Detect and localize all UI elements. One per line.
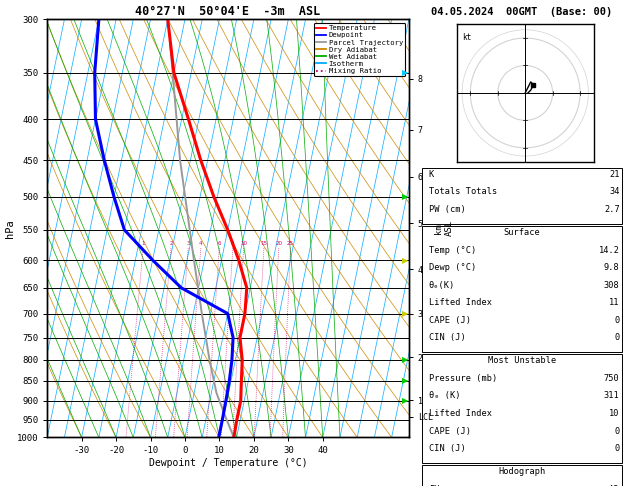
Text: EH: EH (429, 485, 439, 486)
Bar (423, 168, 621, 224)
Text: 4: 4 (199, 241, 203, 246)
Text: 11: 11 (609, 298, 620, 307)
Text: ▶: ▶ (403, 396, 409, 405)
Text: θₑ (K): θₑ (K) (429, 391, 460, 400)
Text: 3: 3 (186, 241, 190, 246)
Text: CIN (J): CIN (J) (429, 333, 465, 342)
Text: 21: 21 (609, 170, 620, 179)
Text: Surface: Surface (504, 228, 540, 237)
Text: 20: 20 (276, 241, 282, 246)
Text: ▶: ▶ (403, 192, 409, 201)
Text: Most Unstable: Most Unstable (488, 356, 556, 365)
Text: 0: 0 (615, 316, 620, 325)
Text: K: K (429, 170, 434, 179)
Text: 2.7: 2.7 (604, 205, 620, 214)
Title: 40°27'N  50°04'E  -3m  ASL: 40°27'N 50°04'E -3m ASL (135, 5, 321, 18)
Text: ▶: ▶ (403, 377, 409, 385)
Text: 15: 15 (260, 241, 267, 246)
Text: ▶: ▶ (403, 69, 409, 77)
Text: Totals Totals: Totals Totals (429, 188, 497, 196)
Bar (423, 226, 621, 352)
Text: Lifted Index: Lifted Index (429, 409, 492, 418)
Y-axis label: hPa: hPa (5, 219, 15, 238)
Text: PW (cm): PW (cm) (429, 205, 465, 214)
Text: 1: 1 (142, 241, 145, 246)
Text: 25: 25 (287, 241, 294, 246)
Text: 308: 308 (604, 281, 620, 290)
Text: Dewp (°C): Dewp (°C) (429, 263, 476, 272)
Text: -42: -42 (604, 485, 620, 486)
Text: ▶: ▶ (403, 355, 409, 364)
Text: Lifted Index: Lifted Index (429, 298, 492, 307)
Text: 0: 0 (615, 333, 620, 342)
Text: 10: 10 (240, 241, 247, 246)
Text: θₑ(K): θₑ(K) (429, 281, 455, 290)
Text: ▶: ▶ (403, 256, 409, 264)
Text: CAPE (J): CAPE (J) (429, 316, 470, 325)
Text: 0: 0 (615, 444, 620, 453)
Text: 10: 10 (609, 409, 620, 418)
Text: 750: 750 (604, 374, 620, 383)
Text: 34: 34 (609, 188, 620, 196)
Text: CAPE (J): CAPE (J) (429, 427, 470, 435)
Text: kt: kt (462, 33, 471, 41)
Text: 2: 2 (169, 241, 173, 246)
Text: Pressure (mb): Pressure (mb) (429, 374, 497, 383)
Text: 9.8: 9.8 (604, 263, 620, 272)
Bar (423, 354, 621, 463)
Text: 14.2: 14.2 (599, 245, 620, 255)
Bar (423, 465, 621, 486)
Text: Hodograph: Hodograph (498, 467, 546, 476)
Legend: Temperature, Dewpoint, Parcel Trajectory, Dry Adiabat, Wet Adiabat, Isotherm, Mi: Temperature, Dewpoint, Parcel Trajectory… (313, 23, 405, 76)
Text: 8: 8 (231, 241, 235, 246)
Text: Temp (°C): Temp (°C) (429, 245, 476, 255)
Text: 6: 6 (218, 241, 221, 246)
X-axis label: Dewpoint / Temperature (°C): Dewpoint / Temperature (°C) (148, 458, 308, 468)
Text: CIN (J): CIN (J) (429, 444, 465, 453)
Text: 311: 311 (604, 391, 620, 400)
Y-axis label: km
ASL: km ASL (434, 220, 454, 237)
Text: 04.05.2024  00GMT  (Base: 00): 04.05.2024 00GMT (Base: 00) (431, 7, 613, 17)
Text: ▶: ▶ (403, 309, 409, 318)
Text: 0: 0 (615, 427, 620, 435)
